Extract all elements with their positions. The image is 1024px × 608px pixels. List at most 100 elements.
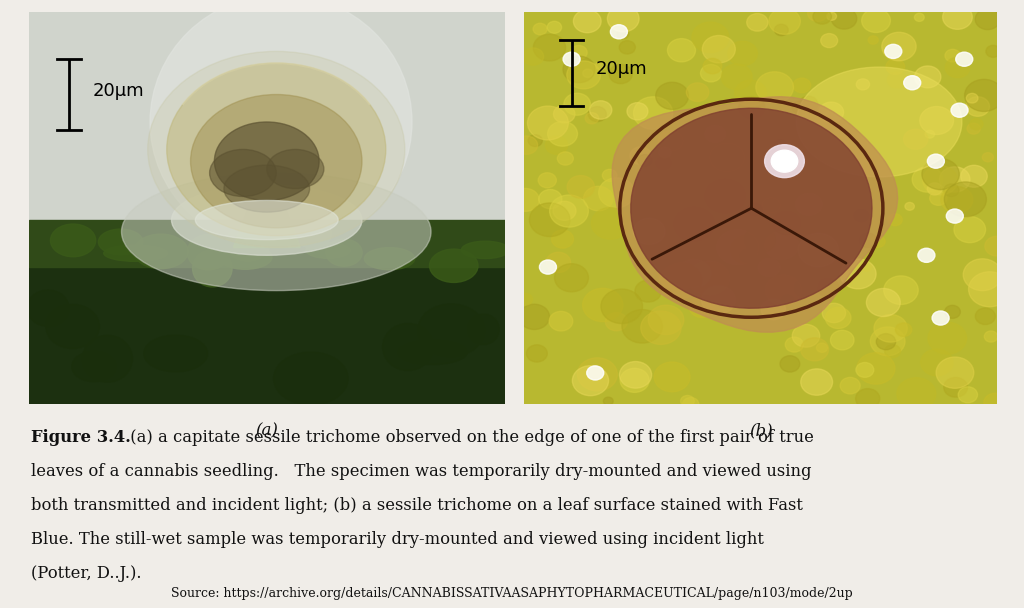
- Circle shape: [771, 150, 798, 172]
- Circle shape: [813, 130, 853, 164]
- Circle shape: [801, 338, 828, 361]
- Circle shape: [793, 78, 811, 93]
- Circle shape: [856, 362, 873, 378]
- Circle shape: [515, 136, 538, 154]
- Ellipse shape: [418, 304, 484, 356]
- Ellipse shape: [187, 235, 229, 270]
- Circle shape: [728, 41, 758, 66]
- Circle shape: [522, 48, 544, 65]
- Circle shape: [982, 153, 993, 162]
- Ellipse shape: [196, 201, 338, 240]
- Circle shape: [738, 97, 765, 119]
- Ellipse shape: [462, 241, 509, 258]
- Circle shape: [984, 331, 997, 342]
- Ellipse shape: [122, 173, 431, 291]
- Circle shape: [796, 193, 822, 215]
- Circle shape: [877, 334, 896, 350]
- Circle shape: [871, 236, 885, 247]
- Circle shape: [746, 13, 768, 31]
- Circle shape: [648, 305, 684, 334]
- Circle shape: [967, 123, 980, 134]
- Circle shape: [602, 170, 616, 181]
- Circle shape: [930, 191, 947, 206]
- Circle shape: [774, 24, 788, 36]
- Circle shape: [765, 275, 802, 305]
- Circle shape: [936, 357, 974, 389]
- Circle shape: [549, 311, 572, 331]
- Circle shape: [572, 365, 608, 396]
- Circle shape: [546, 252, 570, 272]
- Circle shape: [854, 209, 868, 222]
- Ellipse shape: [193, 250, 232, 287]
- Circle shape: [534, 23, 547, 35]
- Circle shape: [813, 9, 831, 24]
- Circle shape: [912, 167, 943, 192]
- Circle shape: [882, 32, 916, 61]
- Circle shape: [635, 280, 662, 302]
- Circle shape: [634, 97, 673, 130]
- Circle shape: [548, 122, 578, 147]
- Circle shape: [617, 29, 629, 39]
- Circle shape: [856, 389, 880, 409]
- Circle shape: [622, 309, 663, 343]
- Bar: [29, 240, 505, 404]
- Circle shape: [756, 72, 794, 103]
- Circle shape: [519, 304, 550, 330]
- Circle shape: [884, 276, 919, 305]
- Circle shape: [903, 129, 928, 150]
- Circle shape: [819, 102, 844, 123]
- Ellipse shape: [224, 165, 309, 212]
- Circle shape: [584, 186, 613, 211]
- Circle shape: [554, 105, 575, 123]
- Text: 20μm: 20μm: [93, 81, 144, 100]
- Circle shape: [808, 5, 827, 21]
- Circle shape: [620, 41, 635, 54]
- Circle shape: [857, 353, 895, 384]
- Ellipse shape: [797, 67, 962, 177]
- Circle shape: [885, 345, 900, 358]
- Circle shape: [601, 289, 643, 323]
- Circle shape: [886, 59, 905, 75]
- Circle shape: [739, 249, 757, 263]
- Circle shape: [765, 145, 805, 178]
- Circle shape: [984, 393, 1007, 412]
- Circle shape: [546, 136, 567, 154]
- Circle shape: [944, 305, 961, 319]
- Circle shape: [552, 230, 573, 248]
- Circle shape: [928, 322, 967, 354]
- Circle shape: [731, 235, 767, 264]
- Circle shape: [748, 203, 762, 216]
- Circle shape: [603, 397, 613, 406]
- Circle shape: [668, 38, 695, 62]
- Circle shape: [904, 75, 921, 90]
- Circle shape: [888, 214, 902, 226]
- Circle shape: [583, 69, 593, 77]
- Circle shape: [654, 362, 690, 392]
- Circle shape: [939, 167, 970, 192]
- Ellipse shape: [167, 63, 386, 236]
- Circle shape: [772, 212, 801, 235]
- Circle shape: [861, 9, 891, 32]
- Text: Blue. The still-wet sample was temporarily dry-mounted and viewed using incident: Blue. The still-wet sample was temporari…: [31, 531, 764, 548]
- Circle shape: [914, 13, 925, 21]
- Polygon shape: [233, 208, 300, 247]
- Ellipse shape: [83, 335, 132, 382]
- Circle shape: [807, 131, 818, 140]
- Circle shape: [526, 345, 547, 362]
- Circle shape: [961, 165, 987, 187]
- Circle shape: [665, 201, 697, 228]
- Text: (Potter, D..J.).: (Potter, D..J.).: [31, 565, 141, 582]
- Circle shape: [724, 147, 736, 157]
- Circle shape: [932, 311, 949, 325]
- Ellipse shape: [98, 229, 143, 255]
- Circle shape: [925, 130, 935, 138]
- Ellipse shape: [398, 340, 467, 365]
- Circle shape: [975, 308, 995, 325]
- Circle shape: [975, 9, 1000, 30]
- Circle shape: [816, 343, 827, 353]
- Text: (a): (a): [255, 423, 279, 440]
- Circle shape: [610, 25, 628, 39]
- Bar: [29, 220, 505, 267]
- Circle shape: [840, 378, 860, 394]
- Ellipse shape: [50, 224, 95, 257]
